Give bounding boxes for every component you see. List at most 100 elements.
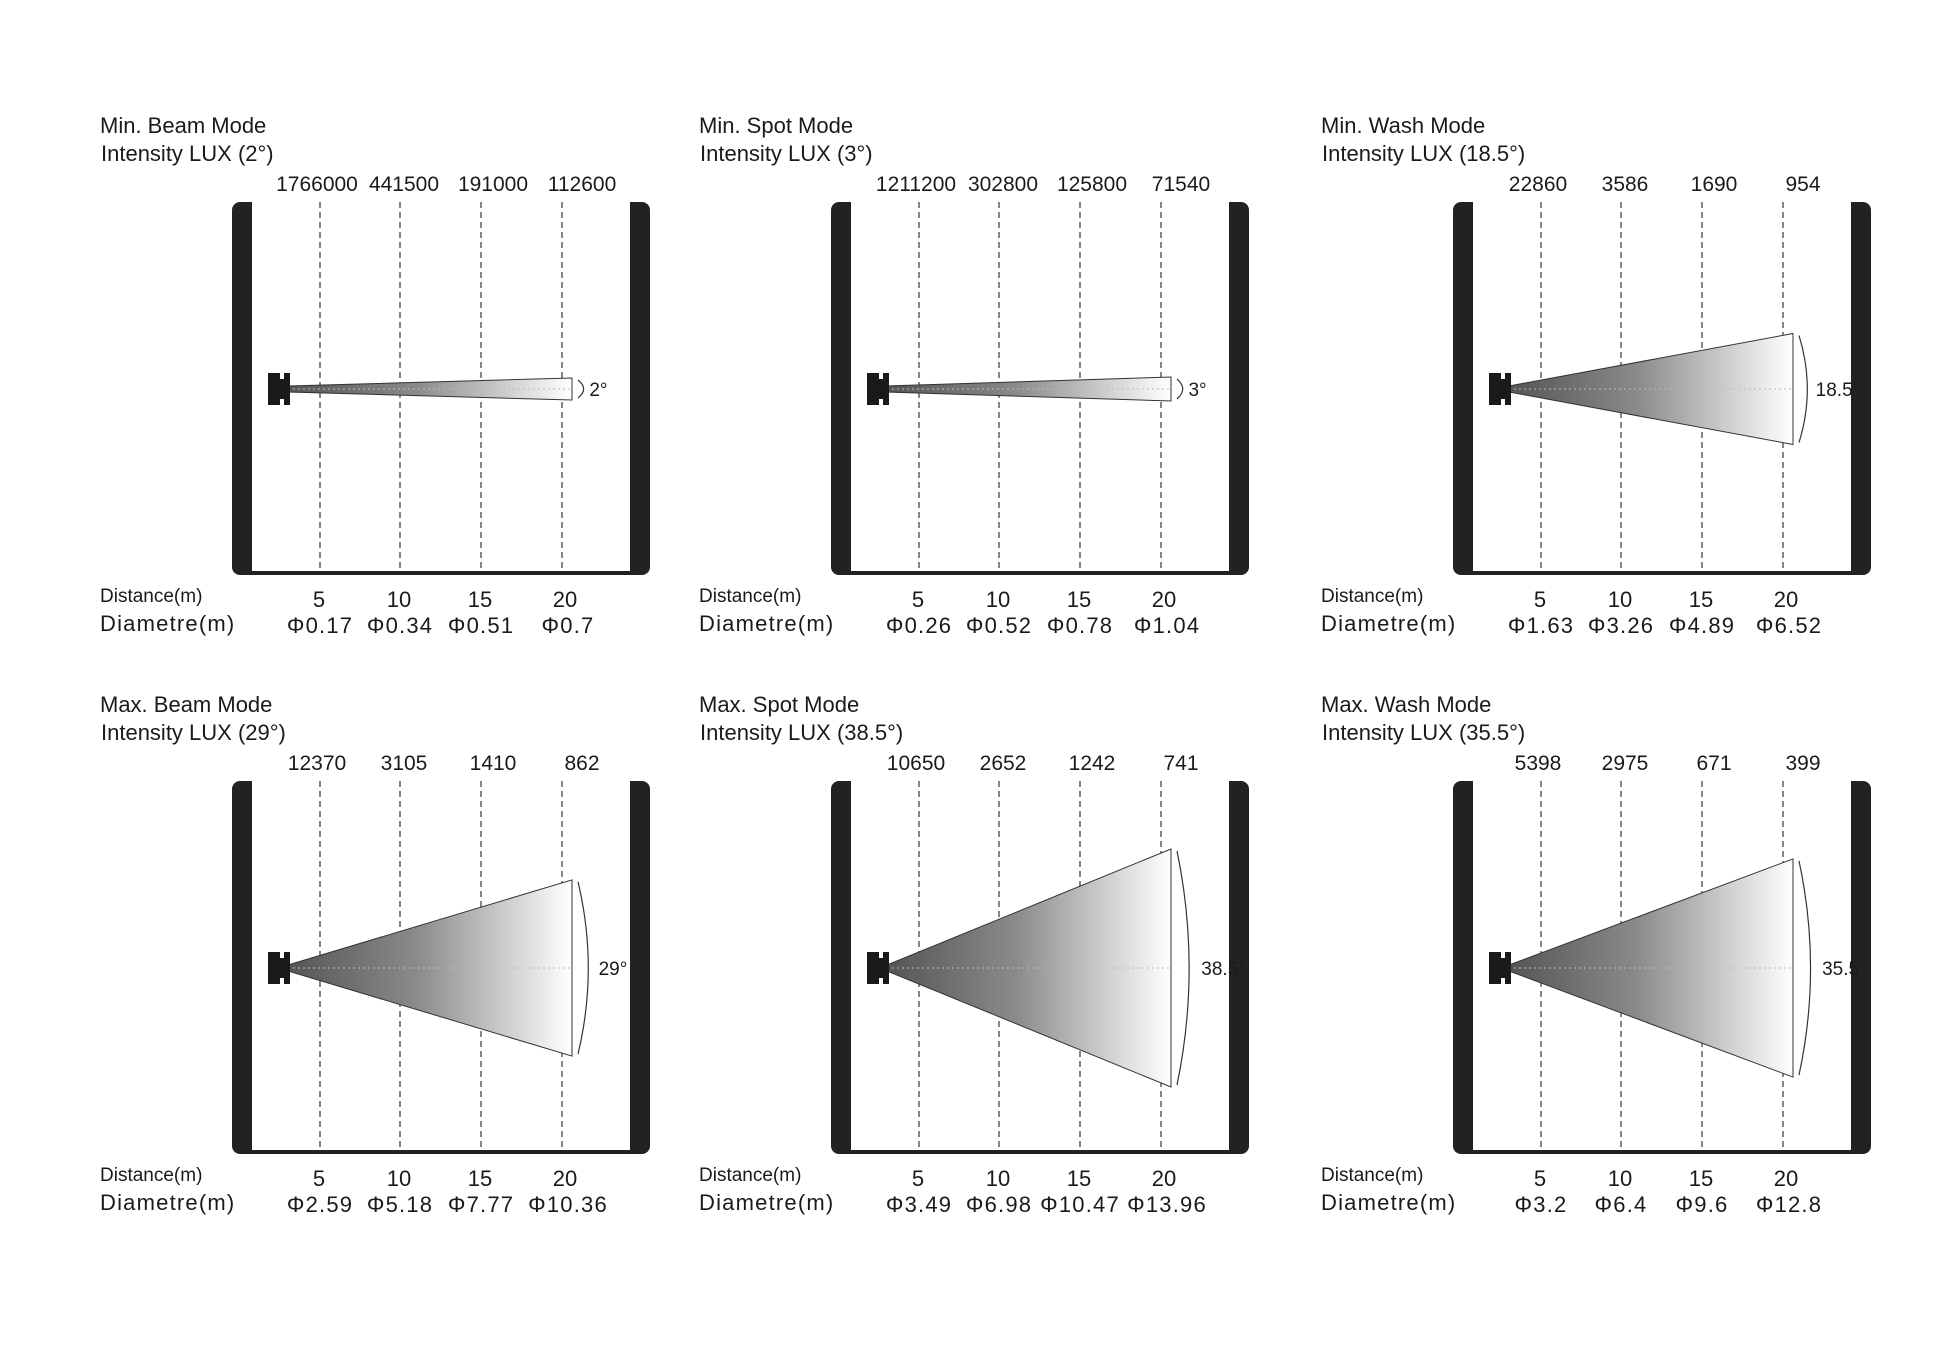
- panel-title: Max. Wash Mode: [1321, 692, 1491, 717]
- diameter-value: Φ5.18: [367, 1192, 433, 1217]
- lux-value: 741: [1163, 752, 1198, 775]
- lux-value: 10650: [887, 752, 945, 775]
- angle-label: 2°: [589, 380, 607, 401]
- beam-panel: Min. Beam Mode Intensity LUX (2°)1766000 4…: [100, 113, 650, 638]
- distance-value: 5: [313, 587, 325, 612]
- distance-value: 10: [986, 587, 1010, 612]
- diameter-value: Φ6.4: [1595, 1192, 1648, 1217]
- lux-value: 5398: [1515, 752, 1562, 775]
- angle-arc: [1798, 335, 1808, 443]
- distance-value: 15: [468, 1166, 492, 1191]
- diameter-label: Diametre(m): [699, 611, 834, 636]
- angle-label: 18.5°: [1816, 380, 1861, 401]
- angle-label: 3°: [1188, 380, 1206, 401]
- lux-value: 1690: [1691, 173, 1738, 196]
- diameter-value: Φ0.52: [966, 613, 1032, 638]
- angle-arc: [1798, 860, 1812, 1076]
- diameter-value: Φ2.59: [287, 1192, 353, 1217]
- fixture-icon: [867, 373, 889, 405]
- distance-value: 10: [387, 1166, 411, 1191]
- distance-label: Distance(m): [1321, 1165, 1423, 1186]
- distance-value: 15: [1067, 587, 1091, 612]
- angle-label: 35.5°: [1822, 959, 1867, 980]
- diameter-value: Φ3.26: [1588, 613, 1654, 638]
- lux-value: 191000: [458, 173, 528, 196]
- diameter-value: Φ7.77: [448, 1192, 514, 1217]
- diameter-value: Φ0.17: [287, 613, 353, 638]
- diameter-value: Φ3.49: [886, 1192, 952, 1217]
- lux-value: 22860: [1509, 173, 1567, 196]
- distance-value: 5: [313, 1166, 325, 1191]
- distance-value: 5: [912, 1166, 924, 1191]
- diameter-value: Φ12.8: [1756, 1192, 1822, 1217]
- diameter-value: Φ10.47: [1040, 1192, 1120, 1217]
- lux-value: 1766000: [276, 173, 358, 196]
- diameter-value: Φ6.98: [966, 1192, 1032, 1217]
- lux-value: 441500: [369, 173, 439, 196]
- diameter-label: Diametre(m): [100, 611, 235, 636]
- diameter-value: Φ0.78: [1047, 613, 1113, 638]
- lux-value: 1410: [470, 752, 517, 775]
- lux-value: 1242: [1069, 752, 1116, 775]
- diameter-value: Φ0.51: [448, 613, 514, 638]
- distance-label: Distance(m): [699, 586, 801, 607]
- lux-value: 2975: [1602, 752, 1649, 775]
- distance-value: 5: [1534, 587, 1546, 612]
- distance-value: 15: [1689, 1166, 1713, 1191]
- diameter-value: Φ0.7: [542, 613, 595, 638]
- beam-panel: Max. Wash Mode Intensity LUX (35.5°) 5398 2…: [1321, 692, 1871, 1217]
- distance-value: 10: [1608, 1166, 1632, 1191]
- panel-title: Min. Spot Mode: [699, 113, 853, 138]
- panel-title: Min. Wash Mode: [1321, 113, 1485, 138]
- distance-value: 15: [468, 587, 492, 612]
- lux-value: 3105: [381, 752, 428, 775]
- beam-panel: Min. Spot Mode Intensity LUX (3°)1211200 3…: [699, 113, 1249, 638]
- lux-value: 125800: [1057, 173, 1127, 196]
- panel-title: Max. Spot Mode: [699, 692, 859, 717]
- distance-value: 20: [1774, 587, 1798, 612]
- angle-arc: [577, 379, 585, 399]
- diameter-label: Diametre(m): [1321, 1190, 1456, 1215]
- angle-label: 38.5°: [1201, 959, 1246, 980]
- intensity-label: Intensity LUX (38.5°): [700, 720, 903, 745]
- distance-value: 10: [986, 1166, 1010, 1191]
- diameter-value: Φ9.6: [1676, 1192, 1729, 1217]
- beam-panel: Max. Spot Mode Intensity LUX (38.5°) 10650…: [699, 692, 1249, 1217]
- panel-title: Min. Beam Mode: [100, 113, 266, 138]
- diameter-value: Φ1.63: [1508, 613, 1574, 638]
- fixture-icon: [268, 952, 290, 984]
- diameter-value: Φ4.89: [1669, 613, 1735, 638]
- intensity-label: Intensity LUX (29°): [101, 720, 286, 745]
- diameter-label: Diametre(m): [699, 1190, 834, 1215]
- angle-arc: [577, 881, 589, 1055]
- distance-value: 20: [1152, 587, 1176, 612]
- fixture-icon: [268, 373, 290, 405]
- distance-label: Distance(m): [100, 586, 202, 607]
- intensity-label: Intensity LUX (2°): [101, 141, 274, 166]
- lux-value: 112600: [548, 173, 617, 196]
- fixture-icon: [1489, 952, 1511, 984]
- distance-label: Distance(m): [100, 1165, 202, 1186]
- lux-value: 671: [1696, 752, 1731, 775]
- fixture-icon: [1489, 373, 1511, 405]
- diameter-value: Φ0.26: [886, 613, 952, 638]
- lux-value: 862: [564, 752, 599, 775]
- diameter-value: Φ10.36: [528, 1192, 608, 1217]
- diameter-value: Φ13.96: [1127, 1192, 1207, 1217]
- intensity-label: Intensity LUX (35.5°): [1322, 720, 1525, 745]
- lux-value: 399: [1785, 752, 1820, 775]
- distance-label: Distance(m): [1321, 586, 1423, 607]
- beam-panel: Max. Beam Mode Intensity LUX (29°)12370 31…: [100, 692, 650, 1217]
- distance-value: 5: [1534, 1166, 1546, 1191]
- diameter-value: Φ1.04: [1134, 613, 1200, 638]
- lux-value: 3586: [1602, 173, 1649, 196]
- distance-value: 20: [553, 1166, 577, 1191]
- lux-value: 71540: [1152, 173, 1210, 196]
- angle-label: 29°: [599, 959, 628, 980]
- diameter-value: Φ3.2: [1515, 1192, 1568, 1217]
- panel-title: Max. Beam Mode: [100, 692, 272, 717]
- intensity-label: Intensity LUX (18.5°): [1322, 141, 1525, 166]
- distance-value: 10: [387, 587, 411, 612]
- distance-value: 5: [912, 587, 924, 612]
